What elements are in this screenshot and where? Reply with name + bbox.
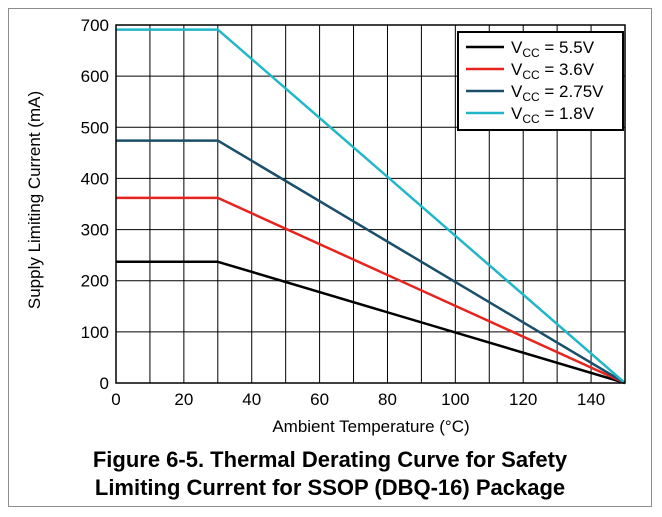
series-line-1	[116, 260, 626, 385]
x-tick-label: 60	[310, 390, 329, 409]
x-tick-label: 20	[174, 390, 193, 409]
x-tick-labels: 0 20 40 60 80 100 120 140	[111, 390, 605, 409]
y-tick-label: 0	[100, 374, 109, 393]
series-layer	[116, 28, 626, 385]
x-tick-label: 40	[242, 390, 261, 409]
y-tick-label: 200	[81, 272, 109, 291]
y-tick-label: 300	[81, 221, 109, 240]
y-tick-label: 600	[81, 67, 109, 86]
legend-label-4: VCC = 1.8V	[511, 104, 595, 126]
figure-caption-line-2: Limiting Current for SSOP (DBQ-16) Packa…	[94, 475, 566, 500]
x-tick-label: 80	[378, 390, 397, 409]
series-line-3	[116, 139, 626, 385]
legend-label-3: VCC = 2.75V	[511, 82, 604, 104]
figure-caption-line-1: Figure 6-5. Thermal Derating Curve for S…	[92, 447, 568, 472]
y-axis-label: Supply Limiting Current (mA)	[25, 91, 44, 309]
derating-chart: 0 20 40 60 80 100 120 140 0 100 200 300 400 500 600 70…	[25, 16, 626, 436]
legend-label-1: VCC = 5.5V	[511, 38, 595, 60]
x-axis-label: Ambient Temperature (°C)	[272, 417, 469, 436]
plot-border	[115, 24, 626, 384]
series-line-2	[116, 196, 626, 385]
legend-label-2: VCC = 3.6V	[511, 60, 595, 82]
y-tick-label: 500	[81, 118, 109, 137]
x-tick-label: 0	[111, 390, 120, 409]
y-tick-label: 700	[81, 16, 109, 35]
y-tick-labels: 0 100 200 300 400 500 600 700	[81, 16, 109, 393]
y-tick-label: 100	[81, 323, 109, 342]
x-tick-label: 120	[509, 390, 537, 409]
x-tick-label: 100	[441, 390, 469, 409]
y-tick-label: 400	[81, 169, 109, 188]
series-line-4	[116, 28, 626, 384]
x-tick-label: 140	[577, 390, 605, 409]
